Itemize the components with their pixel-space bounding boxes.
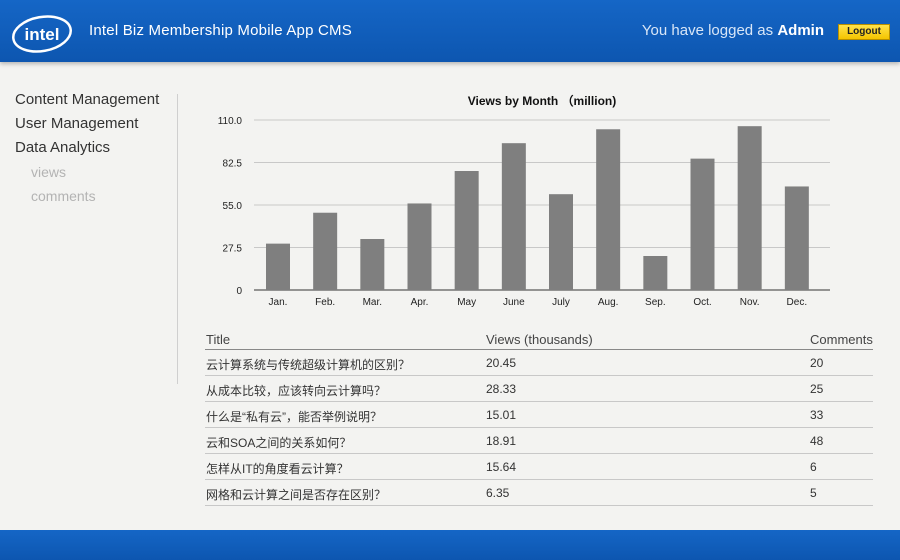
row-comments: 33	[810, 408, 824, 422]
table-row[interactable]: 云和SOA之间的关系如何？ 18.91 48	[205, 428, 873, 454]
row-title: 云计算系统与传统超级计算机的区别？	[206, 358, 411, 372]
bar-mar	[360, 239, 385, 290]
x-tick-label: Jan.	[269, 297, 288, 308]
row-title: 什么是“私有云”，能否举例说明？	[206, 410, 382, 424]
bar-aug	[596, 129, 621, 290]
bar-feb	[313, 212, 338, 290]
sidebar-subitem-comments[interactable]: comments	[31, 188, 96, 204]
row-title: 从成本比较，应该转向云计算吗？	[206, 384, 387, 398]
x-tick-label: Mar.	[363, 297, 382, 308]
row-title: 怎样从IT的角度看云计算？	[206, 462, 349, 476]
bar-jan	[266, 243, 290, 290]
sidebar-item-data-analytics[interactable]: Data Analytics	[15, 139, 111, 156]
table-header: Title Views (thousands) Comments	[205, 326, 873, 350]
sidebar-item-user-management[interactable]: User Management	[15, 115, 139, 132]
x-tick-label: Sep.	[645, 297, 666, 308]
sidebar-item-content-management[interactable]: Content Management	[15, 91, 160, 108]
login-info: You have logged as Admin	[642, 22, 824, 39]
bar-may	[454, 171, 479, 290]
row-comments: 5	[810, 486, 817, 500]
logout-button[interactable]: Logout	[838, 24, 890, 40]
row-views: 15.01	[486, 408, 517, 422]
row-comments: 25	[810, 382, 824, 396]
y-tick-label: 110.0	[218, 116, 243, 127]
row-title: 网格和云计算之间是否存在区别？	[206, 488, 387, 502]
header-comments: Comments	[810, 332, 873, 347]
login-prefix: You have logged as	[641, 22, 774, 39]
bar-dec	[784, 186, 809, 290]
header-bar: intel Intel Biz Membership Mobile App CM…	[0, 0, 900, 62]
y-tick-label: 27.5	[223, 244, 243, 255]
row-views: 20.45	[486, 356, 517, 370]
x-tick-label: Oct.	[693, 297, 711, 308]
bar-oct	[690, 158, 715, 290]
row-views: 15.64	[486, 460, 517, 474]
table-row[interactable]: 怎样从IT的角度看云计算？ 15.64 6	[205, 454, 873, 480]
table-row[interactable]: 从成本比较，应该转向云计算吗？ 28.33 25	[205, 376, 873, 402]
header-views: Views (thousands)	[486, 332, 593, 347]
app-title: Intel Biz Membership Mobile App CMS	[89, 22, 352, 39]
logo-text: intel	[25, 25, 60, 44]
x-tick-label: Nov.	[740, 297, 760, 308]
y-tick-label: 0	[236, 286, 242, 297]
x-tick-label: Dec.	[787, 297, 808, 308]
y-tick-label: 55.0	[223, 201, 243, 212]
x-tick-label: Aug.	[598, 297, 619, 308]
x-tick-label: July	[552, 297, 570, 308]
articles-table: Title Views (thousands) Comments 云计算系统与传…	[205, 326, 873, 506]
x-tick-label: May	[457, 297, 476, 308]
row-comments: 20	[810, 356, 824, 370]
row-views: 28.33	[486, 382, 517, 396]
chart-title: Views by Month （million)	[468, 93, 616, 108]
sidebar-nav: Content Management User Management Data …	[15, 91, 180, 211]
sidebar-divider	[177, 94, 178, 384]
table-row[interactable]: 网格和云计算之间是否存在区别？ 6.35 5	[205, 480, 873, 506]
row-views: 6.35	[486, 486, 510, 500]
x-tick-label: June	[503, 297, 525, 308]
row-comments: 48	[810, 434, 824, 448]
row-title: 云和SOA之间的关系如何？	[206, 436, 352, 450]
row-views: 18.91	[486, 434, 517, 448]
header-title: Title	[206, 332, 231, 347]
bar-nov	[737, 126, 762, 290]
row-comments: 6	[810, 460, 817, 474]
table-row[interactable]: 什么是“私有云”，能否举例说明？ 15.01 33	[205, 402, 873, 428]
bar-apr	[407, 203, 432, 290]
bar-july	[549, 194, 573, 290]
x-tick-label: Feb.	[315, 297, 335, 308]
views-bar-chart: Views by Month （million) 0 27.5 55.0 82.5 11…	[218, 93, 830, 308]
footer-bar	[0, 530, 900, 560]
table-row[interactable]: 云计算系统与传统超级计算机的区别？ 20.45 20	[205, 350, 873, 376]
user-name: Admin	[777, 22, 824, 39]
bar-sep	[643, 256, 668, 290]
y-tick-label: 82.5	[223, 159, 243, 170]
x-tick-label: Apr.	[411, 297, 429, 308]
bar-june	[501, 143, 526, 290]
intel-logo: intel	[12, 15, 72, 53]
sidebar-subitem-views[interactable]: views	[31, 164, 67, 180]
